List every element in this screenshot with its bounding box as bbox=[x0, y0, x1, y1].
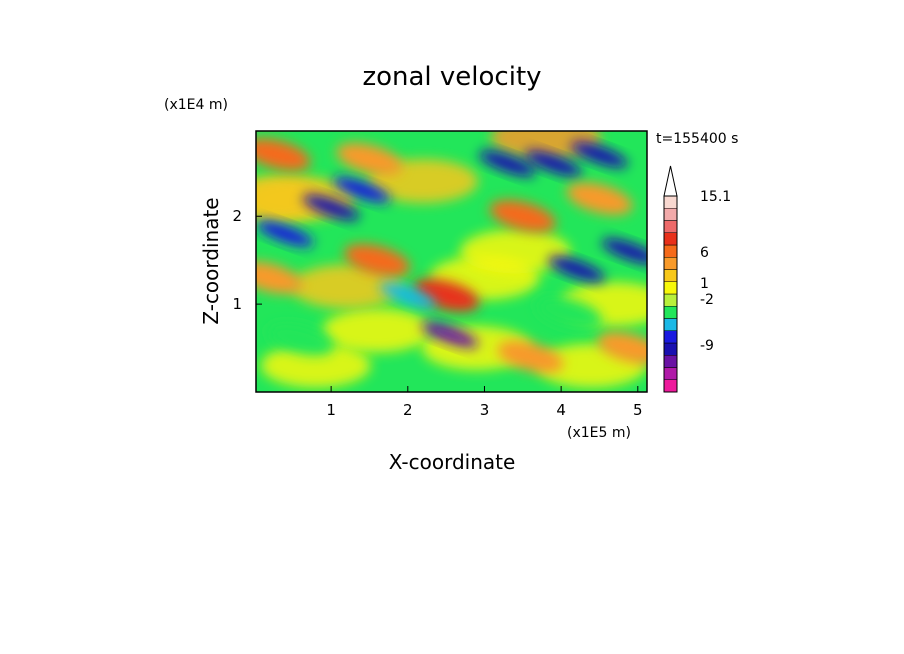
colorbar-band bbox=[663, 257, 678, 270]
colorbar-band bbox=[663, 367, 678, 380]
velocity-field bbox=[256, 131, 647, 388]
colorbar-band bbox=[663, 379, 678, 393]
x-tick-label: 3 bbox=[480, 401, 490, 419]
field-feature bbox=[497, 340, 564, 373]
field-feature bbox=[302, 194, 360, 221]
colorbar-band bbox=[663, 318, 678, 331]
colorbar-band bbox=[663, 244, 678, 258]
y-tick-label: 2 bbox=[232, 207, 242, 225]
field-patch bbox=[490, 131, 601, 160]
field-feature bbox=[566, 182, 633, 215]
field-feature bbox=[267, 323, 334, 356]
y-axis: 12 bbox=[232, 207, 262, 313]
field-feature bbox=[421, 322, 479, 348]
field-feature bbox=[535, 296, 602, 330]
x-axis-label: X-coordinate bbox=[389, 450, 516, 474]
plot-frame bbox=[255, 130, 648, 393]
field-patch bbox=[460, 229, 571, 274]
y-scale-label: (x1E4 m) bbox=[164, 97, 228, 113]
field-patch bbox=[256, 176, 325, 221]
field-feature bbox=[489, 200, 556, 233]
colorbar-band bbox=[663, 232, 678, 246]
colorbar: 15.1 6 1-2 -9 bbox=[663, 165, 731, 393]
colorbar-band bbox=[663, 195, 678, 209]
x-tick-label: 5 bbox=[633, 401, 643, 419]
colorbar-band bbox=[663, 355, 678, 368]
colorbar-band bbox=[663, 281, 678, 295]
field-feature bbox=[333, 177, 391, 203]
y-axis-label: Z-coordinate bbox=[199, 197, 223, 324]
field-patch bbox=[322, 308, 433, 353]
field-feature bbox=[548, 256, 605, 282]
colorbar-band bbox=[663, 293, 678, 307]
colorbar-band bbox=[663, 306, 678, 319]
colorbar-band bbox=[663, 220, 678, 233]
field-feature bbox=[256, 138, 311, 171]
field-feature bbox=[336, 142, 403, 176]
colorbar-label: 6 bbox=[700, 245, 709, 261]
field-feature bbox=[571, 142, 628, 168]
x-axis: 1 2 3 4 5 bbox=[326, 386, 643, 419]
x-tick-label: 1 bbox=[326, 401, 336, 419]
field-feature bbox=[379, 282, 437, 309]
colorbar-extend-arrow bbox=[663, 165, 678, 197]
y-tick-label: 1 bbox=[232, 295, 242, 313]
x-tick-label: 4 bbox=[556, 401, 566, 419]
field-feature bbox=[256, 261, 303, 294]
colorbar-label: 15.1 bbox=[700, 189, 731, 205]
colorbar-band bbox=[663, 208, 678, 221]
colorbar-frame bbox=[663, 195, 678, 393]
field-patch bbox=[260, 343, 371, 388]
colorbar-label: -9 bbox=[700, 338, 714, 354]
field-feature bbox=[344, 244, 411, 277]
field-patch bbox=[291, 264, 402, 309]
contour-plot-area bbox=[255, 130, 648, 393]
colorbar-label: 1 bbox=[700, 276, 709, 292]
field-feature bbox=[525, 150, 582, 177]
field-feature bbox=[479, 150, 536, 177]
field-feature bbox=[256, 221, 314, 247]
x-tick-label: 2 bbox=[403, 401, 413, 419]
time-label: t=155400 s bbox=[656, 131, 738, 147]
x-scale-label: (x1E5 m) bbox=[567, 425, 631, 441]
colorbar-band bbox=[663, 269, 678, 282]
field-feature bbox=[601, 238, 647, 265]
colorbar-band bbox=[663, 342, 678, 356]
colorbar-band bbox=[663, 330, 678, 344]
colorbar-label: -2 bbox=[700, 292, 714, 308]
chart-title: zonal velocity bbox=[362, 62, 541, 92]
